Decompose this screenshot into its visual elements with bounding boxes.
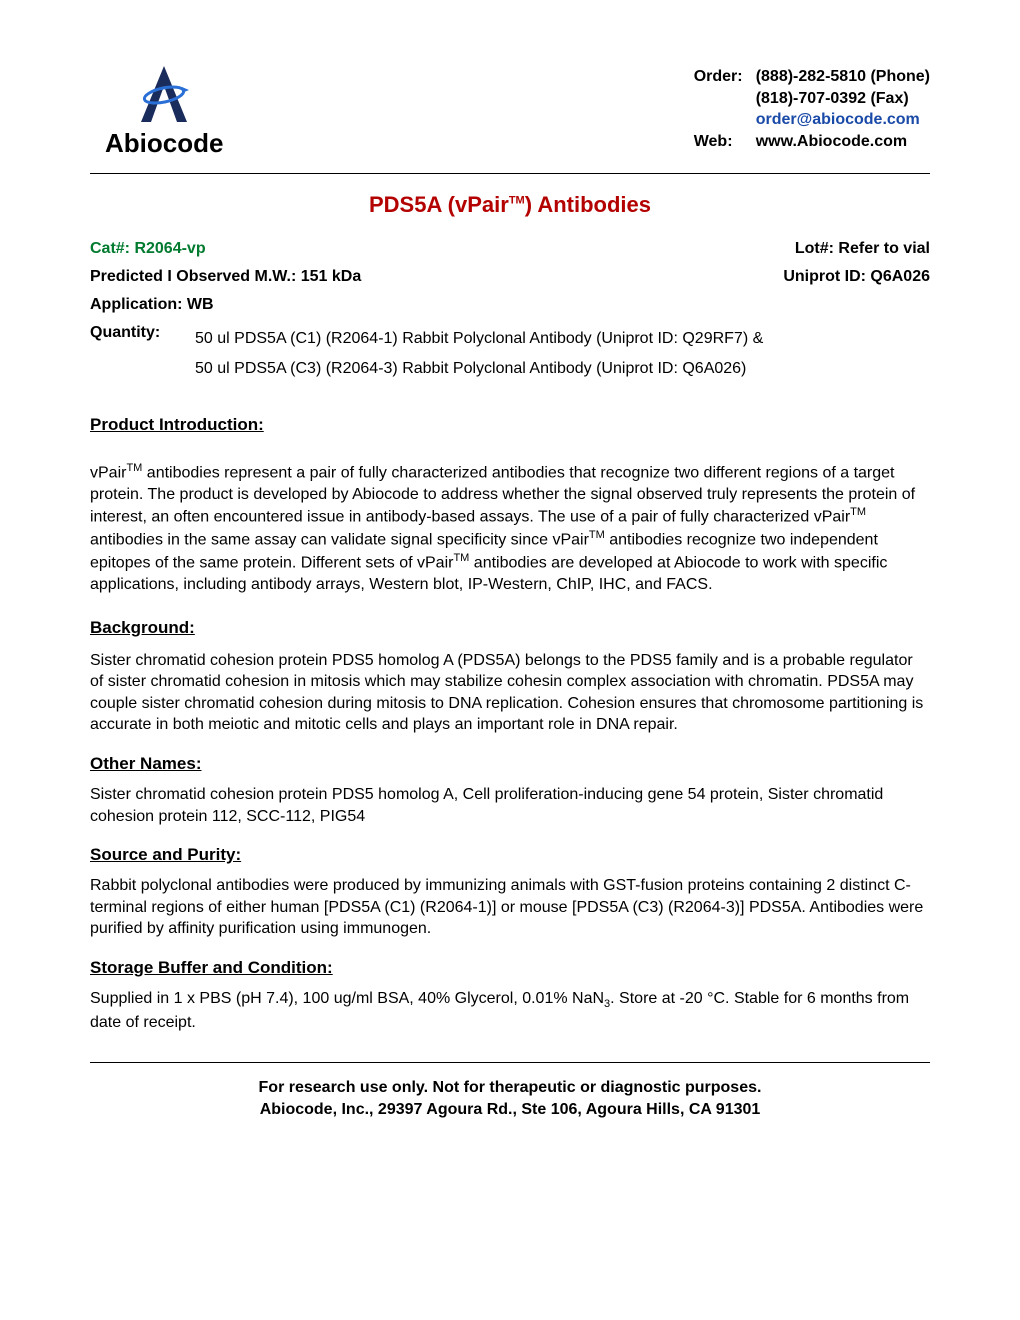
logo-text: Abiocode bbox=[105, 128, 223, 159]
footer-divider bbox=[90, 1062, 930, 1063]
section-other-names-head: Other Names: bbox=[90, 754, 930, 774]
header: Abiocode Order: (888)-282-5810 (Phone) (… bbox=[90, 60, 930, 159]
quantity-line-1: 50 ul PDS5A (C1) (R2064-1) Rabbit Polycl… bbox=[195, 324, 763, 354]
order-phone: (888)-282-5810 (Phone) bbox=[756, 66, 930, 88]
web-label: Web: bbox=[694, 131, 756, 153]
contact-block: Order: (888)-282-5810 (Phone) (818)-707-… bbox=[694, 66, 930, 152]
section-background-text: Sister chromatid cohesion protein PDS5 h… bbox=[90, 650, 930, 736]
footer-line-1: For research use only. Not for therapeut… bbox=[90, 1077, 930, 1099]
section-other-names-text: Sister chromatid cohesion protein PDS5 h… bbox=[90, 784, 930, 827]
section-intro-text: vPairTM antibodies represent a pair of f… bbox=[90, 461, 930, 596]
footer-line-2: Abiocode, Inc., 29397 Agoura Rd., Ste 10… bbox=[90, 1099, 930, 1121]
section-source-head: Source and Purity: bbox=[90, 845, 930, 865]
section-source-text: Rabbit polyclonal antibodies were produc… bbox=[90, 875, 930, 940]
quantity-block: Quantity: 50 ul PDS5A (C1) (R2064-1) Rab… bbox=[90, 324, 930, 385]
meta-row-2: Predicted I Observed M.W.: 151 kDa Unipr… bbox=[90, 268, 930, 286]
logo-icon bbox=[129, 60, 199, 130]
page-title: PDS5A (vPairTM) Antibodies bbox=[90, 192, 930, 218]
header-divider bbox=[90, 173, 930, 174]
order-email: order@abiocode.com bbox=[756, 109, 920, 131]
footer: For research use only. Not for therapeut… bbox=[90, 1077, 930, 1122]
section-background-head: Background: bbox=[90, 618, 930, 638]
uniprot-id: Uniprot ID: Q6A026 bbox=[783, 268, 930, 286]
web-url: www.Abiocode.com bbox=[756, 131, 907, 153]
quantity-label: Quantity: bbox=[90, 324, 195, 385]
molecular-weight: Predicted I Observed M.W.: 151 kDa bbox=[90, 268, 361, 286]
section-intro-head: Product Introduction: bbox=[90, 415, 930, 435]
lot-number: Lot#: Refer to vial bbox=[795, 240, 930, 258]
order-label: Order: bbox=[694, 66, 756, 88]
order-fax: (818)-707-0392 (Fax) bbox=[756, 88, 909, 110]
section-storage-head: Storage Buffer and Condition: bbox=[90, 958, 930, 978]
application: Application: WB bbox=[90, 296, 930, 314]
meta-row-1: Cat#: R2064-vp Lot#: Refer to vial bbox=[90, 240, 930, 258]
section-storage-text: Supplied in 1 x PBS (pH 7.4), 100 ug/ml … bbox=[90, 988, 930, 1034]
company-logo: Abiocode bbox=[105, 60, 223, 159]
quantity-line-2: 50 ul PDS5A (C3) (R2064-3) Rabbit Polycl… bbox=[195, 354, 763, 384]
catalog-number: Cat#: R2064-vp bbox=[90, 240, 206, 258]
